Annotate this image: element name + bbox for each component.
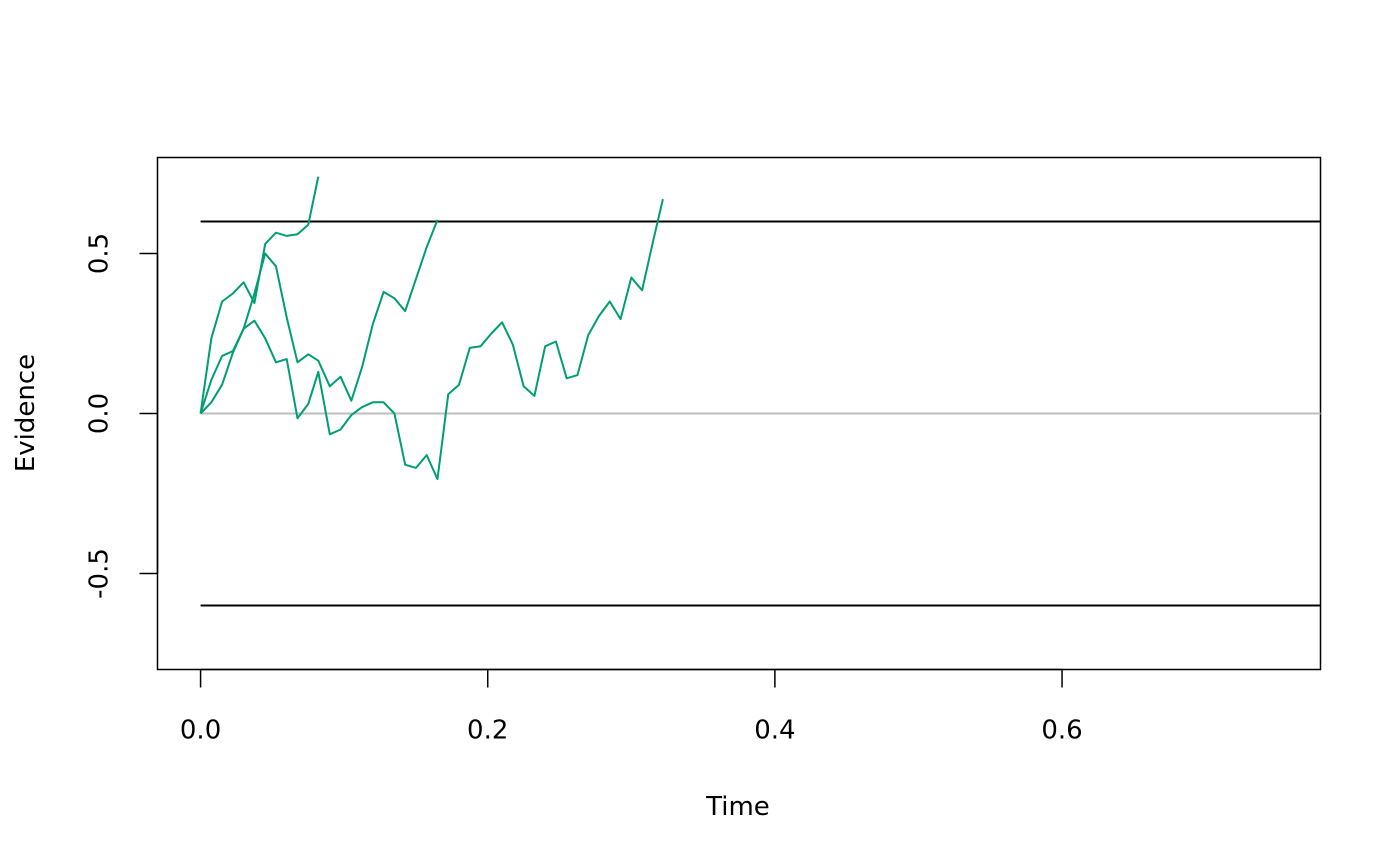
trajectory-line-2	[199, 219, 439, 414]
trajectory-line-1	[199, 176, 320, 414]
y-tick-label: -0.5	[85, 548, 115, 599]
y-axis: -0.5 0.0 0.5	[85, 233, 159, 599]
reference-lines	[200, 220, 1321, 607]
x-tick-label: 0.2	[467, 716, 508, 746]
y-axis-label: Evidence	[11, 354, 41, 472]
x-tick-label: 0.4	[754, 716, 795, 746]
trajectory-line-3	[199, 198, 664, 481]
y-tick-label: 0.0	[85, 393, 115, 434]
series-lines	[199, 176, 664, 481]
x-tick-label: 0.0	[180, 716, 221, 746]
x-axis: 0.0 0.2 0.4 0.6	[180, 668, 1083, 746]
y-tick-label: 0.5	[85, 233, 115, 274]
x-axis-label: Time	[705, 792, 770, 822]
x-tick-label: 0.6	[1041, 716, 1082, 746]
